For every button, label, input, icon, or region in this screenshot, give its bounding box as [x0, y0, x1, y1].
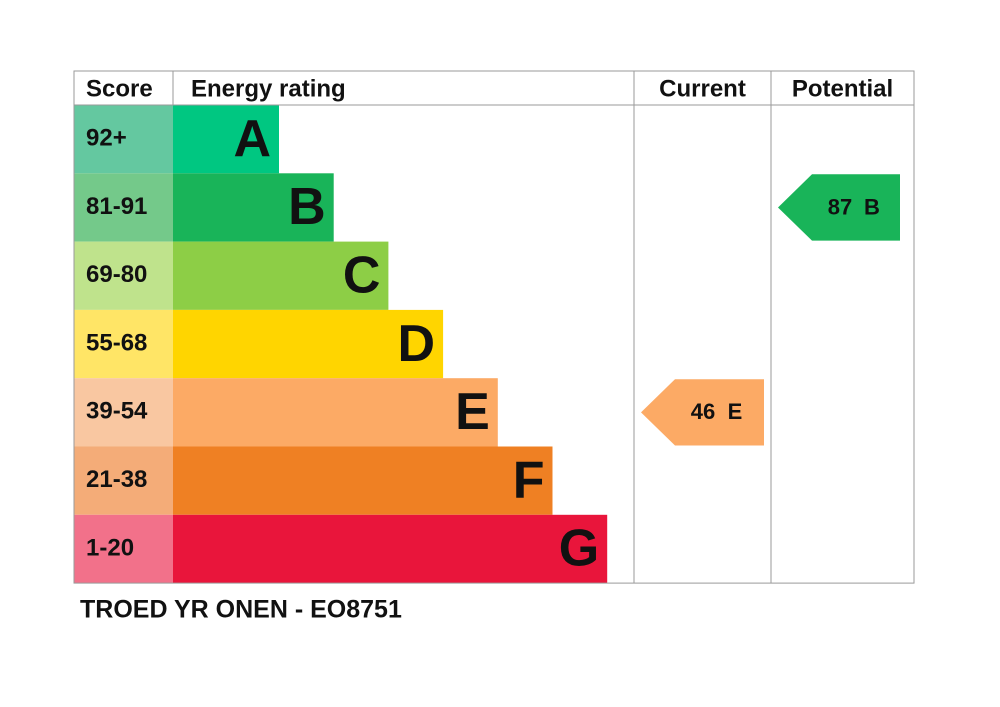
score-cell — [74, 105, 173, 174]
header-score: Score — [86, 75, 153, 102]
table-frame — [73, 70, 915, 584]
header-potential: Potential — [792, 75, 893, 102]
score-cell — [74, 514, 173, 584]
band-letter: C — [343, 246, 381, 304]
footer-label: TROED YR ONEN - EO8751 — [80, 596, 402, 624]
potential-value: 87 — [828, 194, 852, 219]
score-range: 39-54 — [86, 398, 148, 425]
potential-letter: B — [864, 194, 880, 219]
header-current: Current — [659, 75, 746, 102]
band-letter: F — [513, 451, 545, 509]
score-cell — [74, 446, 173, 515]
rating-bar — [173, 309, 444, 379]
current-value: 46 — [691, 399, 715, 424]
score-range: 81-91 — [86, 193, 147, 220]
rating-bar — [173, 378, 498, 447]
rating-bar — [173, 105, 279, 174]
score-range: 55-68 — [86, 329, 147, 356]
current-letter: E — [728, 399, 743, 424]
band-letter: G — [559, 520, 599, 578]
band-letter: E — [455, 383, 490, 441]
rating-bar — [173, 446, 553, 515]
header-rating: Energy rating — [191, 75, 346, 102]
score-range: 1-20 — [86, 534, 134, 561]
potential-arrow — [778, 174, 900, 241]
band-letter: A — [233, 110, 271, 168]
band-letter: D — [398, 315, 436, 373]
score-cell — [74, 241, 173, 310]
score-cell — [74, 173, 173, 242]
band-letter: B — [288, 178, 326, 236]
score-range: 69-80 — [86, 261, 147, 288]
current-arrow — [641, 379, 764, 446]
rating-bar — [173, 173, 334, 242]
rating-bar — [173, 514, 608, 584]
rating-bar — [173, 241, 389, 310]
score-cell — [74, 309, 173, 379]
score-cell — [74, 378, 173, 447]
score-range: 21-38 — [86, 466, 147, 493]
score-range: 92+ — [86, 124, 127, 151]
